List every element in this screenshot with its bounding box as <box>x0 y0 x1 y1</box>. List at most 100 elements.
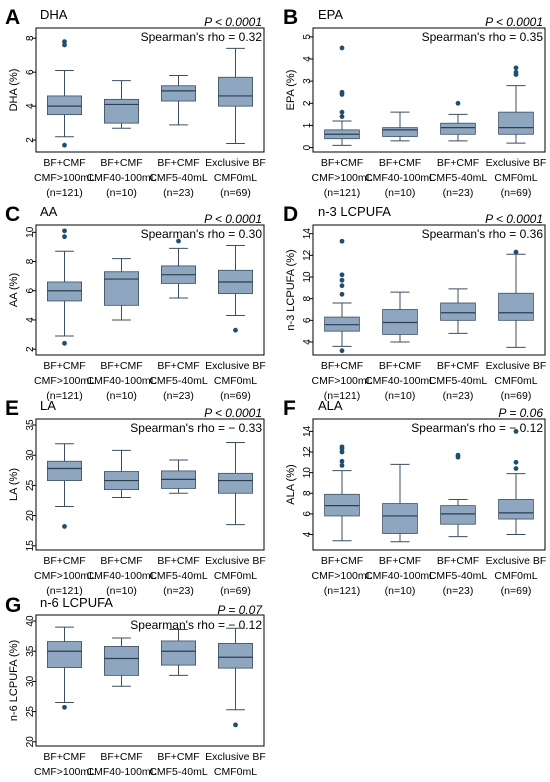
iqr-box <box>498 499 534 520</box>
y-tick-label: 35 <box>25 645 36 657</box>
plot-frame <box>35 614 265 747</box>
y-tick-label: 25 <box>25 706 36 718</box>
category-label-line1: BF+CMF <box>100 157 142 169</box>
y-tick-label: 6 <box>25 69 36 75</box>
outlier-point <box>339 283 345 289</box>
category-n: (n=23) <box>443 390 474 402</box>
category-label-line1: BF+CMF <box>157 751 199 763</box>
iqr-box <box>104 98 140 124</box>
box-3 <box>160 459 196 494</box>
category-label-line1: BF+CMF <box>100 555 142 567</box>
y-tick-label: 3 <box>302 78 313 84</box>
category-label-line2: CMF>100mL <box>312 570 373 582</box>
category-n: (n=121) <box>324 390 360 402</box>
iqr-box <box>440 122 476 135</box>
panel-title: n-3 LCPUFA <box>318 204 391 219</box>
panel-title: AA <box>40 204 58 219</box>
category-label-line1: BF+CMF <box>379 157 421 169</box>
category-label-line2: CMF40-100mL <box>365 375 435 387</box>
category-n: (n=69) <box>501 585 532 597</box>
category-label-line2: CMF>100mL <box>312 375 373 387</box>
y-tick-label: 4 <box>302 531 313 537</box>
category-label-line1: Exclusive BF <box>205 555 266 567</box>
category-n: (n=23) <box>163 390 194 402</box>
iqr-box <box>160 640 196 666</box>
category-label-line1: Exclusive BF <box>205 157 266 169</box>
y-tick-label: 0 <box>302 144 313 150</box>
outlier-point <box>339 458 345 464</box>
y-axis-label: DHA (%) <box>8 69 20 112</box>
category-n: (n=69) <box>220 585 251 597</box>
p-value: P < 0.0001 <box>204 212 262 226</box>
category-label-line2: CMF0mL <box>214 172 257 184</box>
box-4 <box>498 65 534 144</box>
panel-title: ALA <box>318 398 343 413</box>
category-label-line2: CMF5-40mL <box>149 172 208 184</box>
box-4 <box>217 244 253 333</box>
category-label-line1: BF+CMF <box>321 555 363 567</box>
category-label-line2: CMF40-100mL <box>86 570 156 582</box>
outlier-point <box>62 340 67 346</box>
y-tick-label: 20 <box>25 510 36 522</box>
y-axis-label: n-3 LCPUFA (%) <box>285 249 297 330</box>
outlier-point <box>339 348 345 354</box>
y-tick-label: 35 <box>25 419 36 431</box>
category-label-line2: CMF5-40mL <box>429 172 488 184</box>
box-3 <box>440 100 476 142</box>
category-label-line2: CMF5-40mL <box>149 570 208 582</box>
category-label-line2: CMF>100mL <box>34 570 95 582</box>
outlier-point <box>62 42 67 48</box>
y-tick-label: 5 <box>302 34 313 40</box>
y-tick-label: 40 <box>25 615 36 627</box>
p-value: P = 0.07 <box>217 603 263 617</box>
category-n: (n=10) <box>385 390 416 402</box>
panel-letter: G <box>5 594 21 617</box>
category-label-line1: Exclusive BF <box>486 360 547 372</box>
panel-title: n-6 LCPUFA <box>40 595 113 610</box>
box-1 <box>47 626 83 710</box>
panel-title: LA <box>40 398 56 413</box>
iqr-box <box>217 472 253 494</box>
outlier-point <box>339 291 345 297</box>
y-tick-label: 14 <box>302 228 313 240</box>
y-tick-label: 12 <box>302 249 313 261</box>
spearman-rho: Spearman's rho = − 0.12 <box>130 618 262 632</box>
category-n: (n=10) <box>106 390 137 402</box>
spearman-rho: Spearman's rho = 0.32 <box>141 30 263 44</box>
category-label-line2: CMF0mL <box>494 375 537 387</box>
y-axis-label: n-6 LCPUFA (%) <box>8 640 20 721</box>
y-tick-label: 4 <box>302 56 313 62</box>
box-1 <box>324 238 360 354</box>
y-tick-label: 8 <box>25 258 36 264</box>
outlier-point <box>513 69 519 75</box>
category-label-line2: CMF40-100mL <box>86 172 156 184</box>
outlier-point <box>513 459 519 465</box>
iqr-box <box>47 281 83 302</box>
category-label-line2: CMF>100mL <box>34 375 95 387</box>
iqr-box <box>104 271 140 306</box>
category-label-line2: CMF5-40mL <box>149 375 208 387</box>
y-tick-label: 10 <box>302 467 313 479</box>
y-axis-label: EPA (%) <box>285 70 297 111</box>
category-label-line2: CMF5-40mL <box>429 375 488 387</box>
iqr-box <box>104 645 140 676</box>
y-tick-label: 30 <box>25 675 36 687</box>
category-n: (n=121) <box>324 187 360 199</box>
category-label-line1: BF+CMF <box>379 360 421 372</box>
y-axis-label: AA (%) <box>8 273 20 307</box>
y-tick-label: 2 <box>25 137 36 143</box>
category-label-line1: Exclusive BF <box>205 751 266 763</box>
spearman-rho: Spearman's rho = − 0.12 <box>411 421 543 435</box>
y-tick-label: 20 <box>25 736 36 748</box>
outlier-point <box>62 704 67 710</box>
y-tick-label: 2 <box>25 346 36 352</box>
iqr-box <box>47 460 83 481</box>
category-n: (n=69) <box>220 390 251 402</box>
category-n: (n=23) <box>443 187 474 199</box>
category-label-line1: BF+CMF <box>321 360 363 372</box>
category-label-line1: BF+CMF <box>157 360 199 372</box>
box-1 <box>47 228 83 346</box>
outlier-point <box>513 466 519 471</box>
